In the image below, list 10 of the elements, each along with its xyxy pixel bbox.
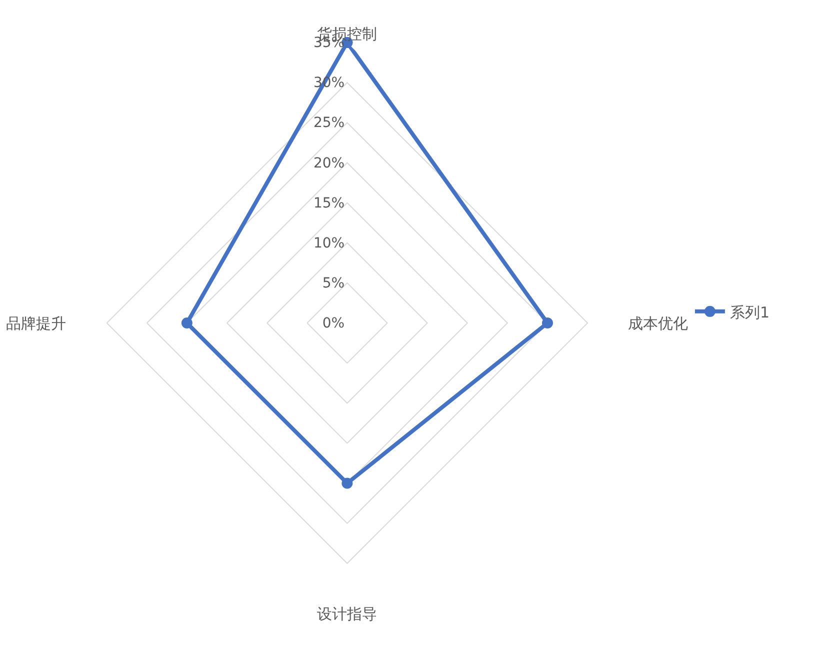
spoke-label: 成本优化: [628, 314, 688, 332]
y-tick-label: 0%: [322, 316, 345, 332]
legend-label: 系列1: [730, 303, 770, 322]
y-tick-label: 15%: [313, 195, 345, 212]
spoke-label: 设计指导: [317, 604, 378, 623]
y-tick-label: 25%: [313, 115, 345, 132]
y-tick-label: 5%: [322, 275, 345, 292]
spoke-label: 品牌提升: [6, 314, 66, 332]
y-tick-label: 20%: [313, 155, 345, 172]
y-tick-label: 10%: [313, 235, 345, 252]
